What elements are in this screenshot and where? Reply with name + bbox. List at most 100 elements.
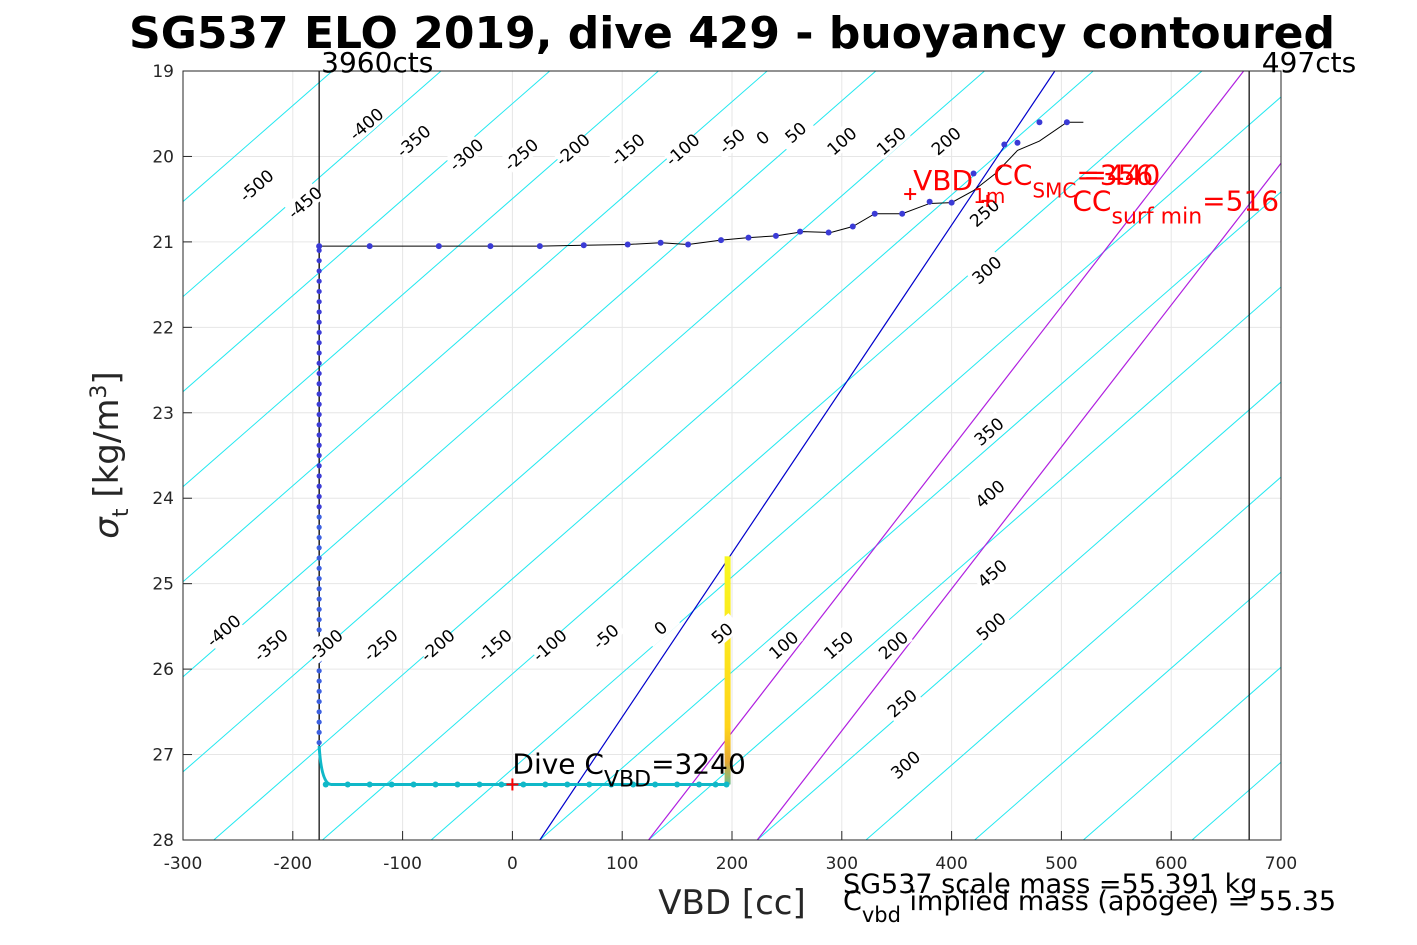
column-point — [316, 493, 322, 500]
reference-line-purple1 — [648, 71, 1245, 840]
descent-path-line — [318, 121, 1084, 755]
column-point — [316, 688, 322, 694]
contour-label-bg — [528, 625, 570, 664]
contour-label-bg — [202, 610, 244, 650]
contour-label-bg — [584, 616, 626, 656]
column-point — [316, 565, 322, 571]
column-point — [316, 719, 322, 725]
contour-line — [865, 476, 1281, 840]
contour-label-bg — [870, 120, 911, 160]
column-point — [316, 606, 322, 612]
contour-label-bg — [881, 683, 922, 722]
column-point — [316, 555, 322, 561]
contour-label-bg — [392, 120, 434, 160]
bottom-point — [454, 781, 461, 788]
y-tick-label: 25 — [152, 575, 174, 595]
column-point — [316, 586, 322, 592]
column-point — [316, 278, 322, 284]
x-tick-label: 200 — [716, 854, 748, 874]
x-tick-label: -200 — [274, 854, 313, 874]
contour-label-bg — [606, 129, 648, 169]
column-point — [316, 534, 322, 541]
column-point — [316, 575, 322, 582]
dive-c-annotation: Dive CVBD=3240 — [512, 747, 745, 792]
column-point — [316, 678, 322, 684]
contour-line — [183, 71, 333, 203]
column-point — [316, 350, 322, 356]
column-point — [316, 422, 322, 428]
contour-label-bg — [639, 607, 681, 647]
contour-label-bg — [963, 192, 1005, 232]
bottom-point — [366, 781, 373, 788]
contour-line — [183, 71, 768, 583]
upper-point — [797, 228, 804, 235]
column-point — [316, 268, 322, 274]
upper-point — [624, 241, 631, 248]
column-point — [316, 452, 322, 459]
contour-label-bg — [821, 120, 862, 160]
y-tick-label: 27 — [152, 746, 174, 766]
reference-lines — [539, 71, 1281, 840]
contour-label-bg — [884, 744, 925, 784]
upper-point — [580, 242, 587, 249]
column-point — [316, 545, 322, 551]
column-point — [316, 729, 322, 735]
bottom-track — [317, 745, 728, 786]
column-point — [316, 411, 322, 418]
upper-point — [316, 243, 323, 250]
plot-area: -500 -450-400 -350 -300 -250 -200 -150 -100 -50 0… — [182, 70, 1417, 841]
upper-point — [657, 239, 664, 246]
upper-point — [1063, 119, 1070, 126]
x-tick-label: 300 — [826, 854, 858, 874]
bottom-point — [608, 781, 615, 788]
contour-label-bg — [250, 625, 291, 664]
contour-label-bg — [345, 103, 386, 143]
column-point — [316, 483, 322, 489]
contour-label-bg — [925, 120, 966, 160]
bottom-point — [388, 781, 395, 788]
upper-point — [1036, 119, 1043, 126]
contour-label-bg — [817, 625, 858, 664]
column-point — [316, 698, 322, 705]
bottom-point — [322, 781, 329, 788]
contour-label-bg — [968, 411, 1009, 451]
contour-line — [1301, 71, 1417, 840]
y-tick-label: 24 — [152, 489, 174, 509]
contour-line — [183, 71, 985, 773]
cc-surf-annotation: CCsurf min=516 — [1072, 184, 1279, 229]
column-point — [316, 524, 322, 530]
vbd-limit-label: 3960cts — [321, 46, 433, 79]
x-tick-label: 500 — [1045, 854, 1077, 874]
contour-label-bg — [661, 129, 703, 169]
bottom-point — [410, 781, 417, 788]
chart-title: SG537 ELO 2019, dive 429 - buoyancy cont… — [129, 8, 1335, 59]
column-point — [316, 739, 322, 746]
upper-point — [970, 170, 977, 177]
column-point — [316, 340, 322, 346]
contour-label-bg — [969, 473, 1010, 513]
bottom-point — [674, 781, 681, 788]
upper-point — [1001, 141, 1008, 148]
contour-label-bg — [359, 625, 401, 664]
contour-label-bg — [711, 120, 752, 160]
contour-line — [974, 571, 1281, 840]
upper-point — [745, 234, 752, 241]
contour-line — [183, 71, 877, 678]
contour-label-bg — [970, 606, 1011, 646]
x-tick-label: -100 — [383, 854, 422, 874]
y-axis-ticks: 19 20 21 22 23 24 25 26 27 28 — [152, 62, 192, 851]
column-point — [316, 514, 322, 520]
contour-label-bg — [971, 553, 1012, 593]
upper-point — [899, 210, 906, 217]
column-point — [316, 299, 322, 305]
contour-label-bg — [284, 182, 325, 222]
column-point — [316, 596, 322, 602]
bottom-point — [476, 781, 483, 788]
y-tick-label: 19 — [152, 62, 174, 82]
upper-point — [871, 210, 878, 217]
bottom-point — [652, 781, 659, 788]
reference-line-blue — [539, 71, 1056, 840]
cc-440-annotation: =440 — [1083, 159, 1160, 192]
upper-point — [926, 198, 933, 205]
x-tick-label: 700 — [1265, 854, 1297, 874]
